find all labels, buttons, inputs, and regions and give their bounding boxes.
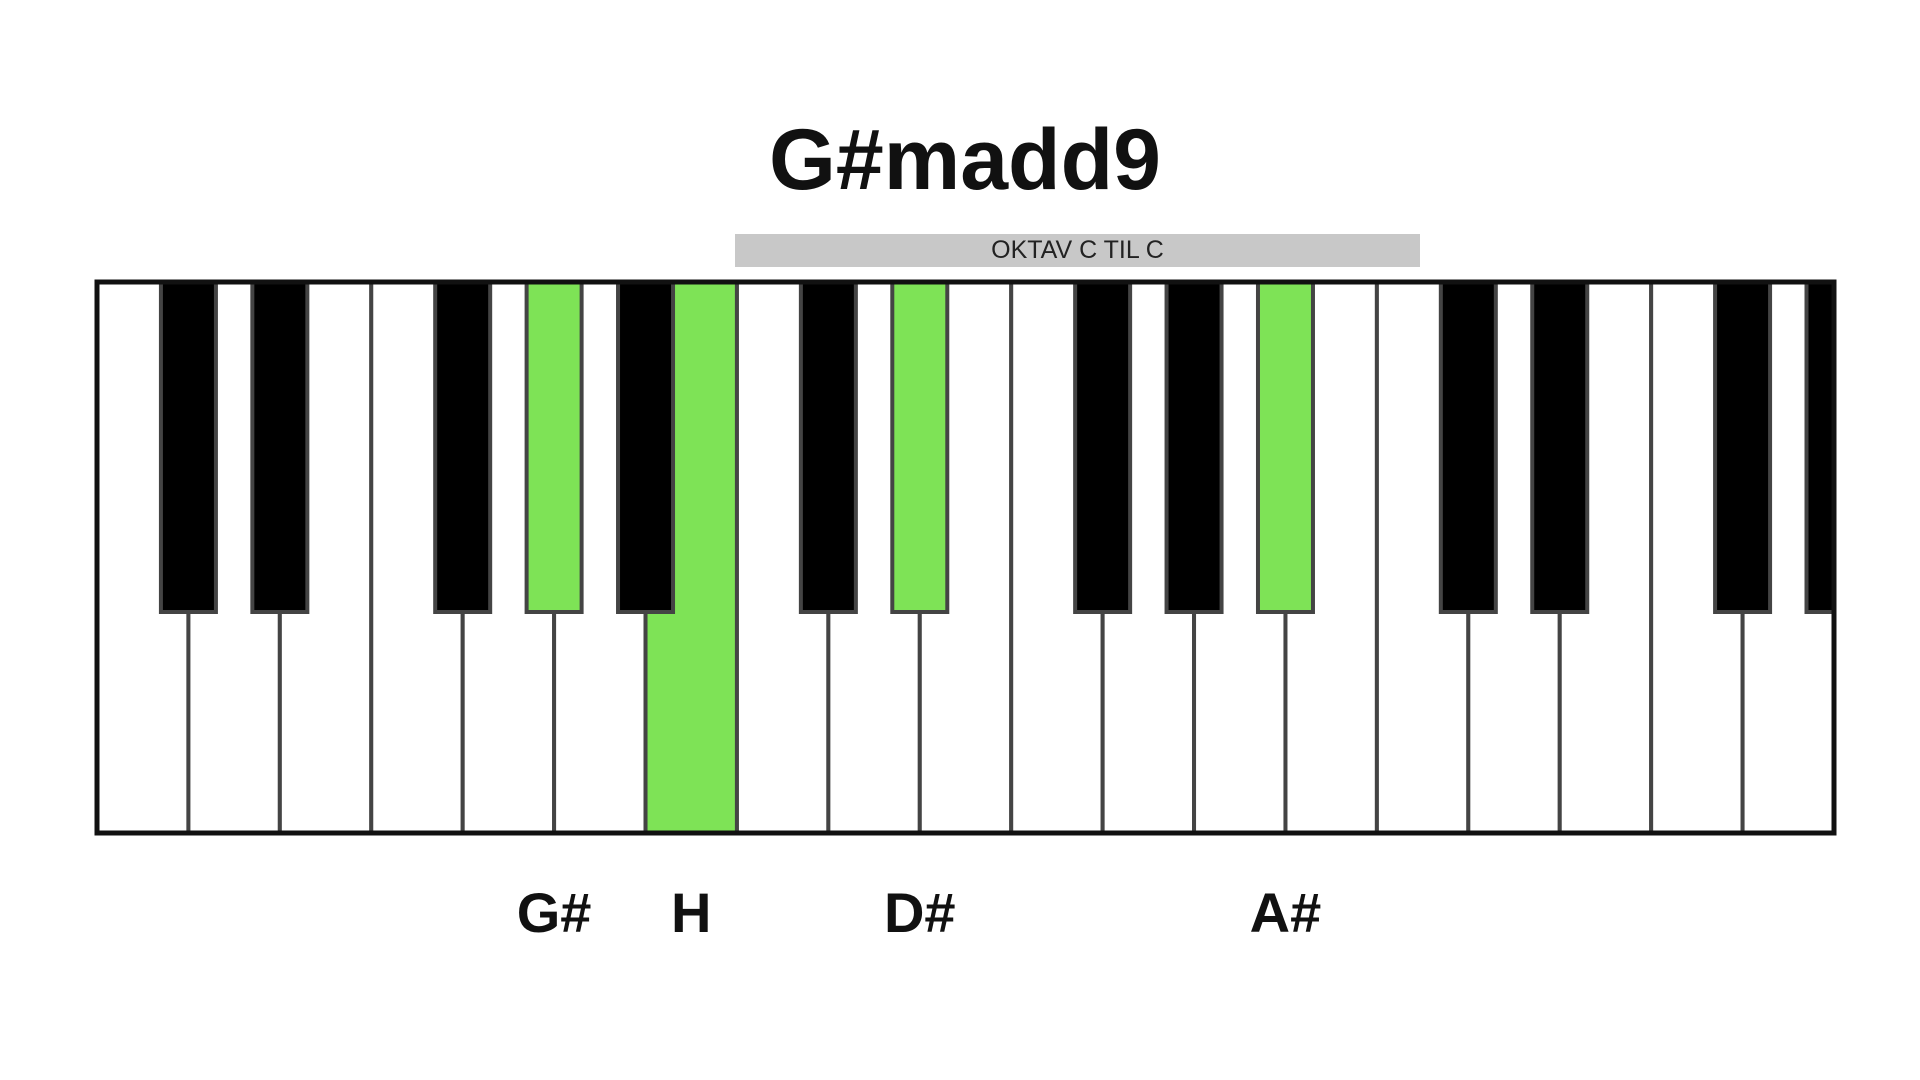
note-label: A# bbox=[1249, 881, 1322, 944]
chord-title: G#madd9 bbox=[769, 112, 1161, 208]
black-key bbox=[433, 280, 493, 614]
note-label: G# bbox=[516, 881, 592, 944]
keyboard-frame bbox=[94, 279, 1837, 836]
black-key bbox=[158, 280, 218, 614]
black-key bbox=[1713, 280, 1773, 614]
black-key-highlighted bbox=[890, 280, 950, 614]
note-label: H bbox=[671, 881, 712, 944]
black-key bbox=[1438, 280, 1498, 614]
black-key bbox=[1804, 280, 1836, 614]
black-key-highlighted bbox=[524, 280, 584, 614]
black-key bbox=[1073, 280, 1133, 614]
black-key bbox=[250, 280, 310, 614]
black-key-highlighted bbox=[1255, 280, 1315, 614]
black-key bbox=[798, 280, 858, 614]
octave-range-bar: OKTAV C TIL C bbox=[735, 234, 1420, 267]
black-key bbox=[616, 280, 676, 614]
black-key bbox=[1164, 280, 1224, 614]
note-label: D# bbox=[883, 881, 956, 944]
black-key bbox=[1530, 280, 1590, 614]
